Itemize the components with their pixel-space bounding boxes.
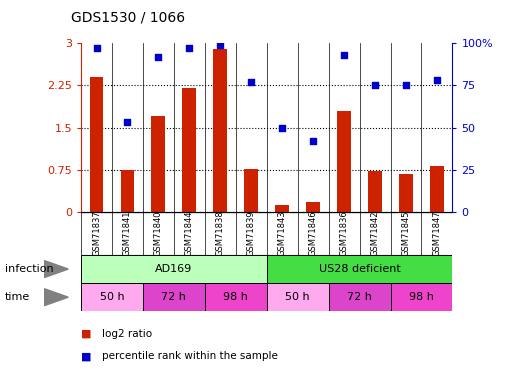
Point [433,77,441,83]
Bar [81,255,267,283]
Bar [430,166,444,212]
Text: 98 h: 98 h [223,292,248,302]
Text: GSM71837: GSM71837 [92,211,101,256]
Bar [306,202,320,212]
Bar [152,116,165,212]
Text: 50 h: 50 h [286,292,310,302]
Point [93,45,101,51]
Point [216,42,224,48]
Text: AD169: AD169 [155,264,192,274]
Text: GSM71840: GSM71840 [154,211,163,256]
Text: 72 h: 72 h [347,292,372,302]
Point [371,82,379,88]
Text: GSM71839: GSM71839 [247,211,256,256]
Text: 98 h: 98 h [409,292,434,302]
Bar [183,88,196,212]
Bar [143,283,205,311]
Point [340,52,348,58]
Text: GSM71842: GSM71842 [370,211,380,256]
Bar [89,77,104,212]
Bar [368,171,382,212]
Point [185,45,194,51]
Text: GSM71836: GSM71836 [339,211,349,256]
Text: time: time [5,292,30,302]
Text: log2 ratio: log2 ratio [102,329,152,339]
Text: GSM71843: GSM71843 [278,211,287,256]
Bar [244,169,258,212]
Text: ■: ■ [81,351,92,361]
Point [309,138,317,144]
Point [278,124,287,130]
Text: GSM71846: GSM71846 [309,211,317,256]
Text: GDS1530 / 1066: GDS1530 / 1066 [71,10,185,24]
Bar [213,49,228,212]
Text: GSM71845: GSM71845 [402,211,411,256]
Bar [337,111,351,212]
Bar [267,255,452,283]
Bar [120,170,134,212]
Point [154,54,163,60]
Text: US28 deficient: US28 deficient [319,264,401,274]
Point [247,79,255,85]
Text: 72 h: 72 h [162,292,186,302]
Polygon shape [44,261,68,278]
Text: GSM71844: GSM71844 [185,211,194,256]
Bar [275,205,289,212]
Bar [391,283,452,311]
Text: GSM71838: GSM71838 [216,211,225,256]
Bar [267,283,328,311]
Point [123,119,132,125]
Text: ■: ■ [81,329,92,339]
Bar [205,283,267,311]
Bar [328,283,391,311]
Text: percentile rank within the sample: percentile rank within the sample [102,351,278,361]
Bar [81,283,143,311]
Point [402,82,410,88]
Text: 50 h: 50 h [100,292,124,302]
Text: GSM71841: GSM71841 [123,211,132,256]
Text: infection: infection [5,264,54,274]
Text: GSM71847: GSM71847 [433,211,441,256]
Bar [399,174,413,212]
Polygon shape [44,289,68,306]
